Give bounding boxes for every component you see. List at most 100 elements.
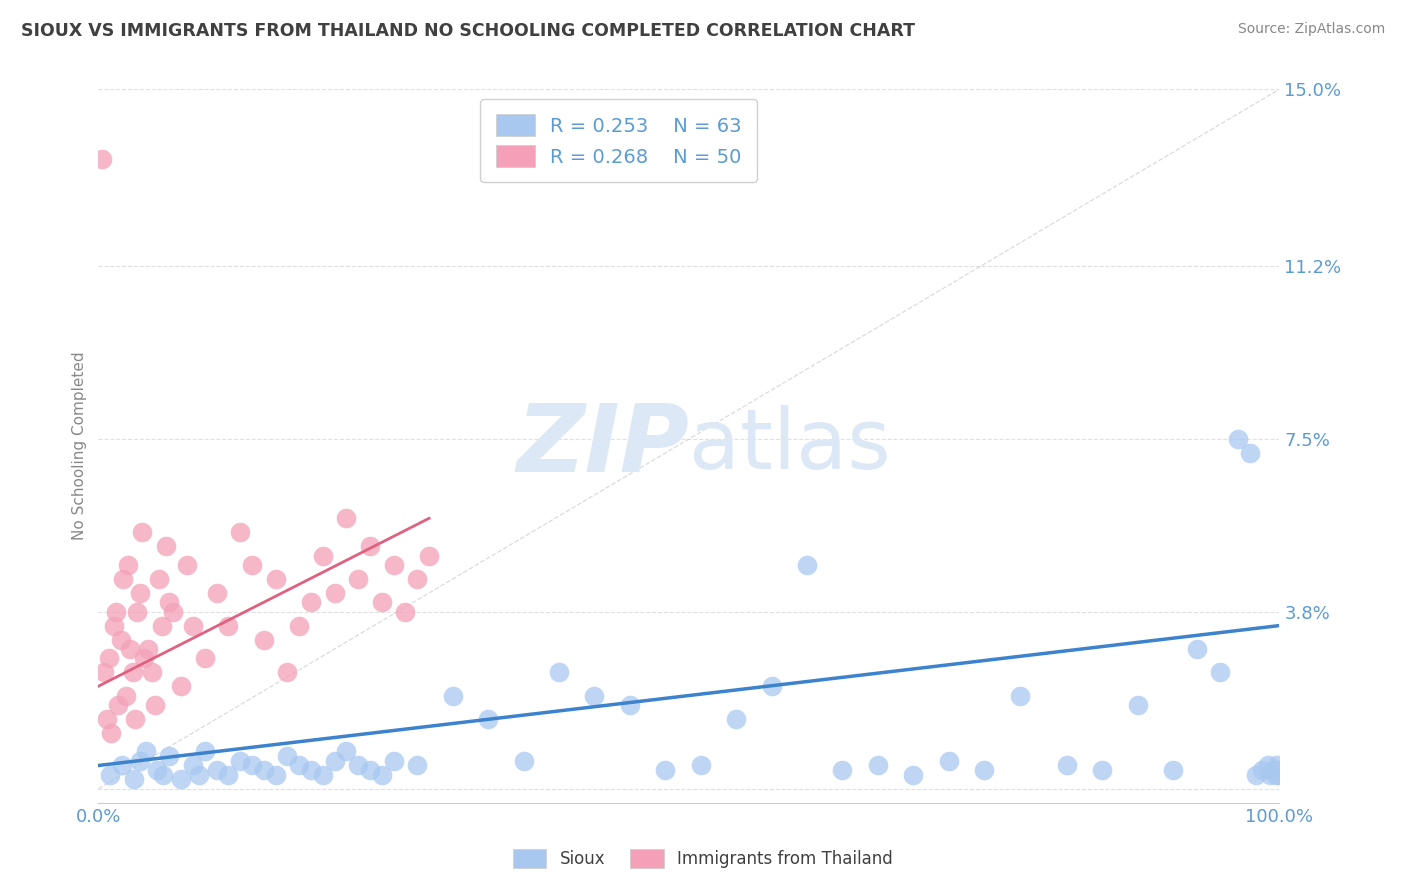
Point [548, 665, 571, 680]
Point [91, 152, 114, 166]
Point [105, 605, 128, 619]
Point [335, 511, 357, 525]
Point [1056, 758, 1078, 772]
Point [371, 595, 394, 609]
Point [264, 768, 287, 782]
Point [152, 768, 174, 782]
Point [205, 586, 228, 600]
Text: ZIP: ZIP [516, 400, 689, 492]
Text: SIOUX VS IMMIGRANTS FROM THAILAND NO SCHOOLING COMPLETED CORRELATION CHART: SIOUX VS IMMIGRANTS FROM THAILAND NO SCH… [21, 22, 915, 40]
Point [128, 586, 150, 600]
Point [146, 763, 169, 777]
Point [93, 665, 115, 680]
Point [1264, 768, 1286, 782]
Point [1185, 641, 1208, 656]
Point [187, 768, 209, 782]
Point [276, 749, 298, 764]
Point [312, 549, 335, 563]
Point [1008, 689, 1031, 703]
Point [98, 768, 121, 782]
Legend: R = 0.253    N = 63, R = 0.268    N = 50: R = 0.253 N = 63, R = 0.268 N = 50 [481, 99, 758, 182]
Point [112, 572, 135, 586]
Point [406, 758, 429, 772]
Point [689, 758, 711, 772]
Point [111, 758, 134, 772]
Text: atlas: atlas [689, 406, 890, 486]
Point [150, 618, 173, 632]
Point [157, 749, 180, 764]
Point [110, 632, 132, 647]
Point [323, 754, 346, 768]
Point [170, 679, 193, 693]
Point [347, 572, 370, 586]
Point [217, 618, 239, 632]
Point [831, 763, 853, 777]
Point [866, 758, 889, 772]
Point [1265, 758, 1288, 772]
Point [157, 595, 180, 609]
Point [583, 689, 606, 703]
Point [512, 754, 534, 768]
Point [288, 618, 311, 632]
Point [1268, 768, 1291, 782]
Point [253, 763, 276, 777]
Point [1257, 758, 1279, 772]
Point [135, 744, 157, 758]
Point [725, 712, 748, 726]
Point [229, 754, 252, 768]
Point [276, 665, 298, 680]
Point [107, 698, 129, 712]
Point [170, 772, 193, 787]
Point [938, 754, 960, 768]
Point [124, 712, 146, 726]
Point [1227, 432, 1250, 446]
Point [1250, 763, 1272, 777]
Y-axis label: No Schooling Completed: No Schooling Completed [72, 351, 87, 541]
Text: Source: ZipAtlas.com: Source: ZipAtlas.com [1237, 22, 1385, 37]
Point [240, 758, 263, 772]
Point [394, 605, 416, 619]
Point [120, 641, 142, 656]
Point [796, 558, 818, 572]
Point [1209, 665, 1232, 680]
Point [181, 618, 204, 632]
Point [143, 698, 166, 712]
Point [1126, 698, 1149, 712]
Point [194, 651, 217, 665]
Point [264, 572, 287, 586]
Point [323, 586, 346, 600]
Point [141, 665, 163, 680]
Point [240, 558, 263, 572]
Point [98, 651, 121, 665]
Point [406, 572, 429, 586]
Point [194, 744, 217, 758]
Point [134, 651, 156, 665]
Point [619, 698, 641, 712]
Point [121, 665, 143, 680]
Point [148, 572, 170, 586]
Point [973, 763, 995, 777]
Point [1244, 768, 1267, 782]
Point [299, 595, 322, 609]
Point [131, 525, 153, 540]
Point [1258, 768, 1281, 782]
Point [382, 754, 405, 768]
Point [96, 712, 118, 726]
Point [114, 689, 136, 703]
Point [176, 558, 198, 572]
Point [359, 539, 381, 553]
Point [1161, 763, 1184, 777]
Point [418, 549, 440, 563]
Point [128, 754, 150, 768]
Point [136, 641, 159, 656]
Point [347, 758, 370, 772]
Point [903, 768, 925, 782]
Point [1091, 763, 1114, 777]
Point [253, 632, 276, 647]
Point [155, 539, 177, 553]
Point [1267, 763, 1289, 777]
Point [359, 763, 381, 777]
Point [299, 763, 322, 777]
Point [477, 712, 499, 726]
Point [127, 605, 149, 619]
